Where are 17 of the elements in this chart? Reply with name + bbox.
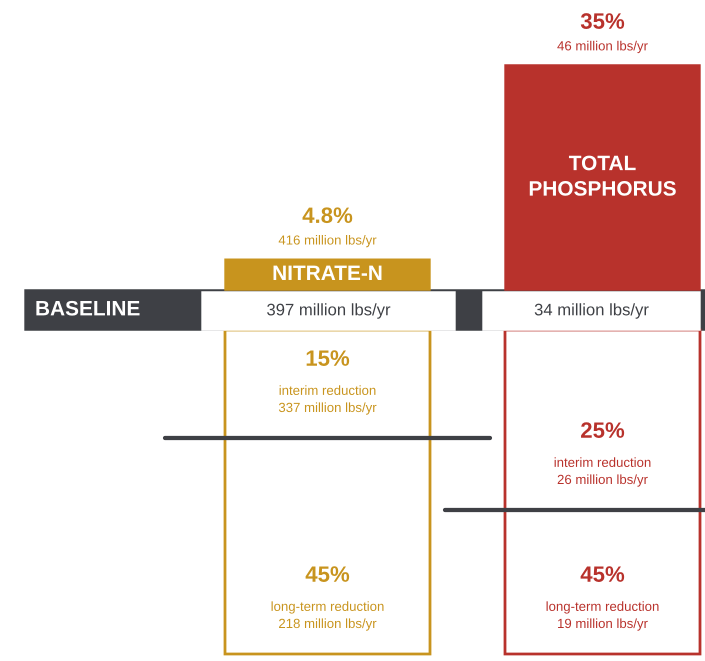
text: long-term reduction 19 million lbs/yr [546,601,658,631]
text: 46 million lbs/yr [557,40,648,54]
text: 397 million lbs/yr [267,303,390,319]
category-label: TOTAL PHOSPHORUS [530,156,676,196]
data-label: 45% [580,566,624,582]
data-label: 4.8% [302,207,352,224]
text: long-term reduction 218 million lbs/yr [272,601,384,631]
text: interim reduction 337 million lbs/yr [278,385,376,415]
category-label: NITRATE-N [274,266,382,280]
text: 34 million lbs/yr [534,303,649,319]
data-label: 35% [580,13,624,29]
text: BASELINE [36,300,140,316]
text: interim reduction 26 million lbs/yr [554,457,650,487]
data-label: 25% [581,422,624,438]
data-label: 45% [306,566,350,582]
text: 416 million lbs/yr [278,234,376,248]
data-label: 15% [306,350,350,366]
